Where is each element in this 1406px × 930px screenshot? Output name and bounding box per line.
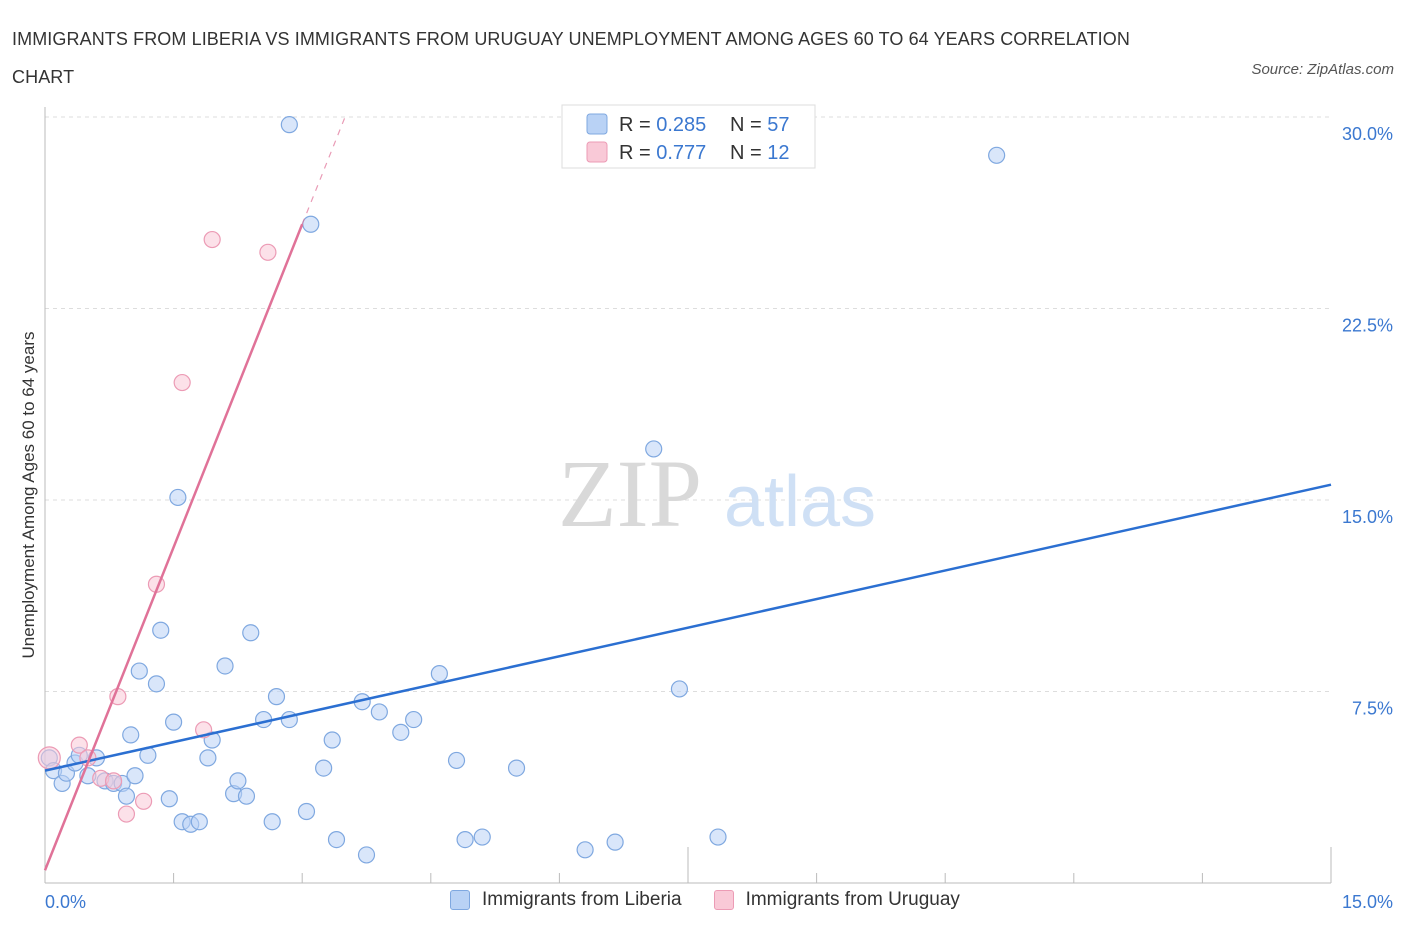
trend-lines	[43, 116, 1332, 871]
uruguay-point-1	[70, 736, 88, 754]
svg-text:N = 57: N = 57	[730, 114, 790, 136]
legend-r-value-2: 0.777	[656, 142, 706, 164]
liberia-point-12	[122, 726, 140, 744]
trend-line-liberia	[44, 483, 1332, 772]
legend-r-label-1: R =	[619, 114, 656, 136]
bottom-legend-item-liberia: Immigrants from Liberia	[450, 889, 682, 911]
liberia-point-50	[507, 759, 526, 777]
liberia-point-46	[430, 665, 448, 683]
liberia-point-44	[392, 723, 410, 741]
liberia-point-33	[267, 688, 286, 706]
bottom-legend: Immigrants from Liberia Immigrants from …	[450, 889, 992, 911]
bottom-legend-swatch-liberia	[450, 890, 470, 910]
liberia-point-14	[130, 662, 148, 680]
liberia-point-49	[473, 828, 491, 846]
svg-text:N = 12: N = 12	[730, 142, 790, 164]
liberia-point-47	[447, 751, 466, 770]
grid-lines	[45, 116, 1331, 692]
liberia-point-13	[126, 767, 144, 785]
y-tick-label-1: 15.0%	[1342, 507, 1393, 527]
liberia-point-55	[709, 828, 727, 846]
source-note: Source: ZipAtlas.com	[1251, 61, 1394, 78]
x-tick-label-1: 15.0%	[1342, 892, 1393, 912]
axes	[44, 107, 1332, 884]
watermark-zip: ZIP	[558, 440, 702, 547]
liberia-point-36	[297, 802, 316, 821]
uruguay-point-9	[173, 373, 191, 392]
liberia-point-43	[370, 703, 388, 721]
liberia-point-53	[645, 440, 663, 458]
bottom-legend-item-uruguay: Immigrants from Uruguay	[713, 889, 960, 911]
legend-n-label-2: N =	[730, 142, 767, 164]
liberia-point-20	[169, 488, 187, 507]
series-uruguay-points	[37, 230, 277, 823]
svg-text:R = 0.777: R = 0.777	[619, 142, 706, 164]
legend-n-value-2: 12	[767, 142, 789, 164]
liberia-point-24	[199, 749, 217, 767]
uruguay-point-6	[117, 805, 136, 823]
liberia-point-39	[323, 731, 341, 749]
legend-r-label-2: R =	[619, 142, 656, 164]
trend-line-uruguay	[43, 223, 304, 871]
y-tick-label-2: 22.5%	[1342, 316, 1393, 336]
liberia-point-32	[263, 813, 281, 831]
liberia-point-52	[606, 833, 624, 851]
liberia-point-17	[152, 621, 170, 639]
chart-title: IMMIGRANTS FROM LIBERIA VS IMMIGRANTS FR…	[12, 29, 1130, 87]
uruguay-point-7	[134, 792, 153, 810]
legend-n-value-1: 57	[767, 114, 789, 136]
uruguay-point-0	[37, 746, 61, 770]
liberia-point-18	[160, 790, 178, 808]
legend-swatch-uruguay	[586, 141, 608, 163]
legend-swatch-liberia	[586, 113, 608, 135]
bottom-legend-label-liberia: Immigrants from Liberia	[482, 889, 682, 910]
svg-text:R = 0.285: R = 0.285	[619, 114, 706, 136]
top-legend: R = 0.285 N = 57 R = 0.777 N = 12	[561, 104, 816, 169]
legend-r-value-1: 0.285	[656, 114, 706, 136]
uruguay-point-4	[104, 772, 123, 790]
watermark-atlas: atlas	[724, 462, 876, 542]
liberia-point-48	[456, 830, 474, 849]
liberia-point-51	[576, 841, 594, 859]
liberia-point-19	[165, 713, 183, 731]
liberia-point-26	[216, 657, 234, 675]
liberia-point-37	[302, 215, 320, 233]
uruguay-point-11	[203, 230, 221, 249]
y-tick-label-0: 7.5%	[1352, 699, 1393, 719]
x-tick-label-0: 0.0%	[45, 892, 86, 912]
liberia-point-40	[327, 830, 346, 849]
liberia-point-42	[357, 846, 376, 864]
liberia-point-28	[229, 772, 247, 790]
liberia-point-54	[670, 680, 689, 698]
liberia-point-11	[117, 787, 136, 805]
legend-n-label-1: N =	[730, 114, 767, 136]
bottom-legend-swatch-uruguay	[713, 890, 734, 910]
liberia-point-35	[280, 116, 298, 134]
uruguay-point-12	[259, 243, 277, 261]
liberia-point-30	[242, 624, 260, 642]
trend-line-uruguay-extension	[301, 116, 346, 225]
liberia-point-29	[237, 787, 256, 805]
y-tick-label-3: 30.0%	[1342, 124, 1393, 144]
bottom-legend-label-uruguay: Immigrants from Uruguay	[745, 889, 960, 910]
watermark: ZIP atlas	[558, 440, 876, 547]
tick-labels: 7.5% 15.0% 22.5% 30.0% 0.0% 15.0%	[45, 124, 1393, 912]
liberia-point-16	[147, 675, 166, 693]
liberia-point-56	[988, 146, 1006, 164]
liberia-point-45	[405, 710, 423, 729]
liberia-point-38	[315, 759, 333, 777]
liberia-point-23	[190, 813, 208, 831]
